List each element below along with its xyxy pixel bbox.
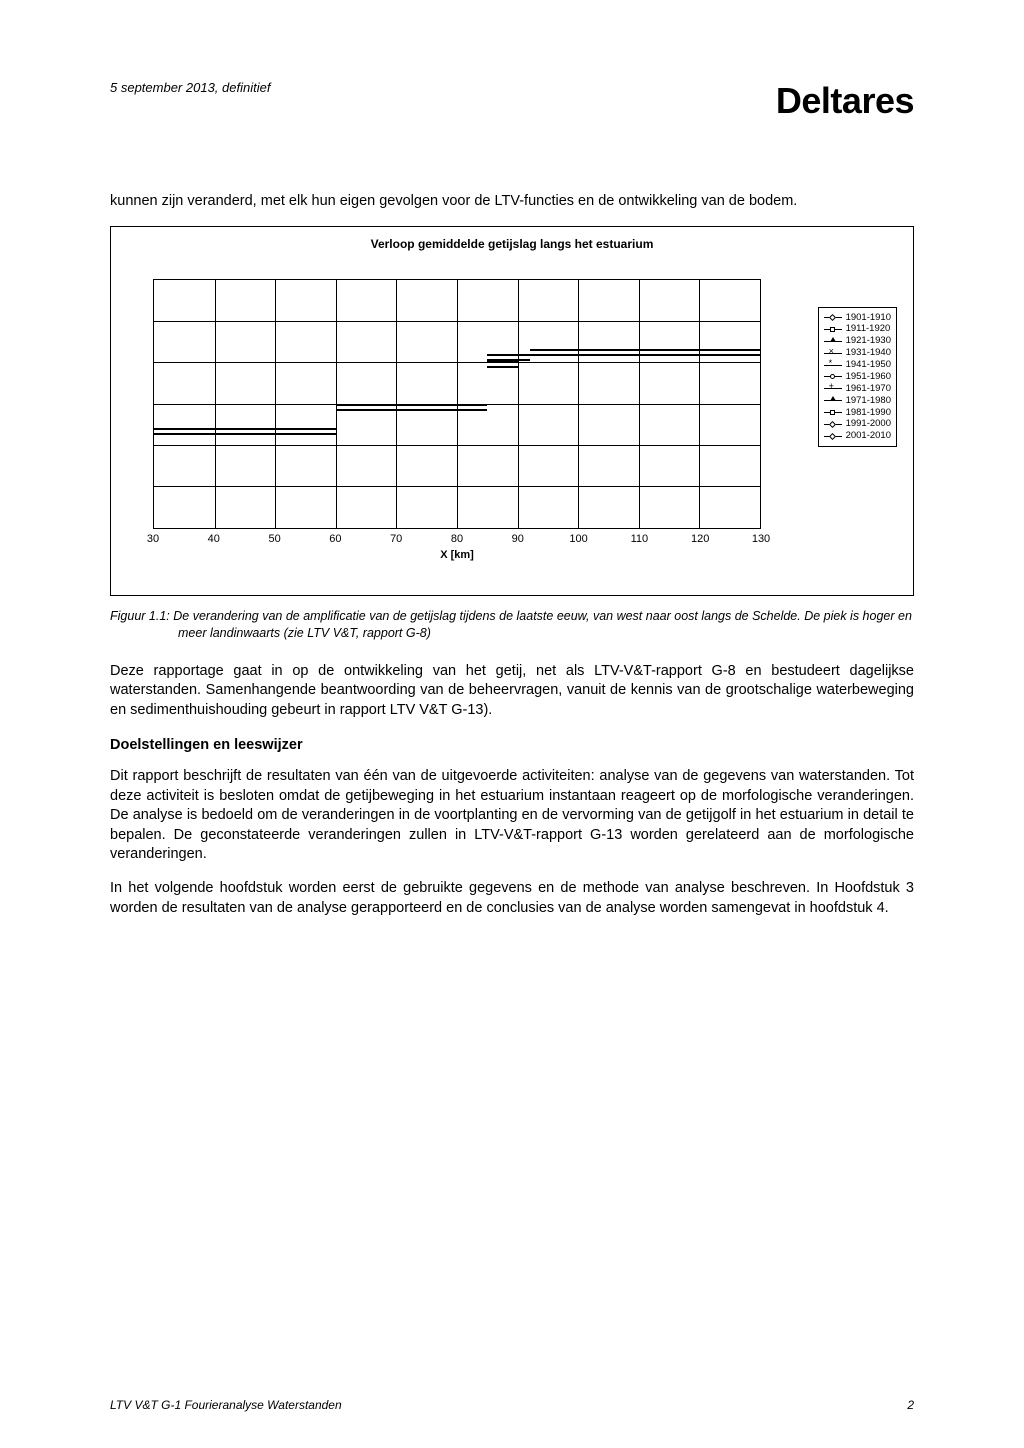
x-tick-label: 110 xyxy=(631,533,649,545)
legend-item: *1941-1950 xyxy=(824,359,891,371)
x-axis-label: X [km] xyxy=(440,549,474,561)
legend-item: 1981-1990 xyxy=(824,407,891,419)
legend-item: 1911-1920 xyxy=(824,323,891,335)
x-tick-label: 70 xyxy=(390,533,402,545)
paragraph-3: In het volgende hoofdstuk worden eerst d… xyxy=(110,879,914,918)
legend-item: +1961-1970 xyxy=(824,383,891,395)
page: 5 september 2013, definitief Deltares ku… xyxy=(0,0,1024,1448)
x-tick-label: 130 xyxy=(752,533,770,545)
plot-area xyxy=(153,279,761,529)
paragraph-2: Dit rapport beschrijft de resultaten van… xyxy=(110,767,914,865)
legend-item: 1991-2000 xyxy=(824,418,891,430)
footer-left: LTV V&T G-1 Fourieranalyse Waterstanden xyxy=(110,1398,342,1412)
section-heading: Doelstellingen en leeswijzer xyxy=(110,737,914,753)
x-tick-label: 40 xyxy=(208,533,220,545)
legend-item: 1901-1910 xyxy=(824,312,891,324)
legend-item: 2001-2010 xyxy=(824,430,891,442)
legend-item: 1971-1980 xyxy=(824,395,891,407)
chart-frame: Verloop gemiddelde getijslag langs het e… xyxy=(110,226,914,596)
page-header: 5 september 2013, definitief Deltares xyxy=(110,80,914,122)
deltares-logo: Deltares xyxy=(776,80,914,122)
x-tick-label: 120 xyxy=(691,533,709,545)
x-tick-label: 50 xyxy=(268,533,280,545)
caption-text: De verandering van de amplificatie van d… xyxy=(173,609,912,640)
page-footer: LTV V&T G-1 Fourieranalyse Waterstanden … xyxy=(110,1398,914,1412)
header-date: 5 september 2013, definitief xyxy=(110,80,270,95)
chart-body: 1901-19101911-19201921-1930×1931-1940*19… xyxy=(123,257,901,567)
x-tick-label: 30 xyxy=(147,533,159,545)
figure-caption: Figuur 1.1: De verandering van de amplif… xyxy=(110,608,914,642)
x-tick-label: 80 xyxy=(451,533,463,545)
paragraph-1: Deze rapportage gaat in op de ontwikkeli… xyxy=(110,662,914,721)
x-tick-label: 90 xyxy=(512,533,524,545)
chart-legend: 1901-19101911-19201921-1930×1931-1940*19… xyxy=(818,307,897,448)
intro-paragraph: kunnen zijn veranderd, met elk hun eigen… xyxy=(110,192,914,212)
chart-title: Verloop gemiddelde getijslag langs het e… xyxy=(123,237,901,251)
x-tick-label: 100 xyxy=(569,533,587,545)
caption-label: Figuur 1.1: xyxy=(110,609,170,623)
x-tick-label: 60 xyxy=(329,533,341,545)
legend-item: ×1931-1940 xyxy=(824,347,891,359)
footer-page-number: 2 xyxy=(907,1398,914,1412)
